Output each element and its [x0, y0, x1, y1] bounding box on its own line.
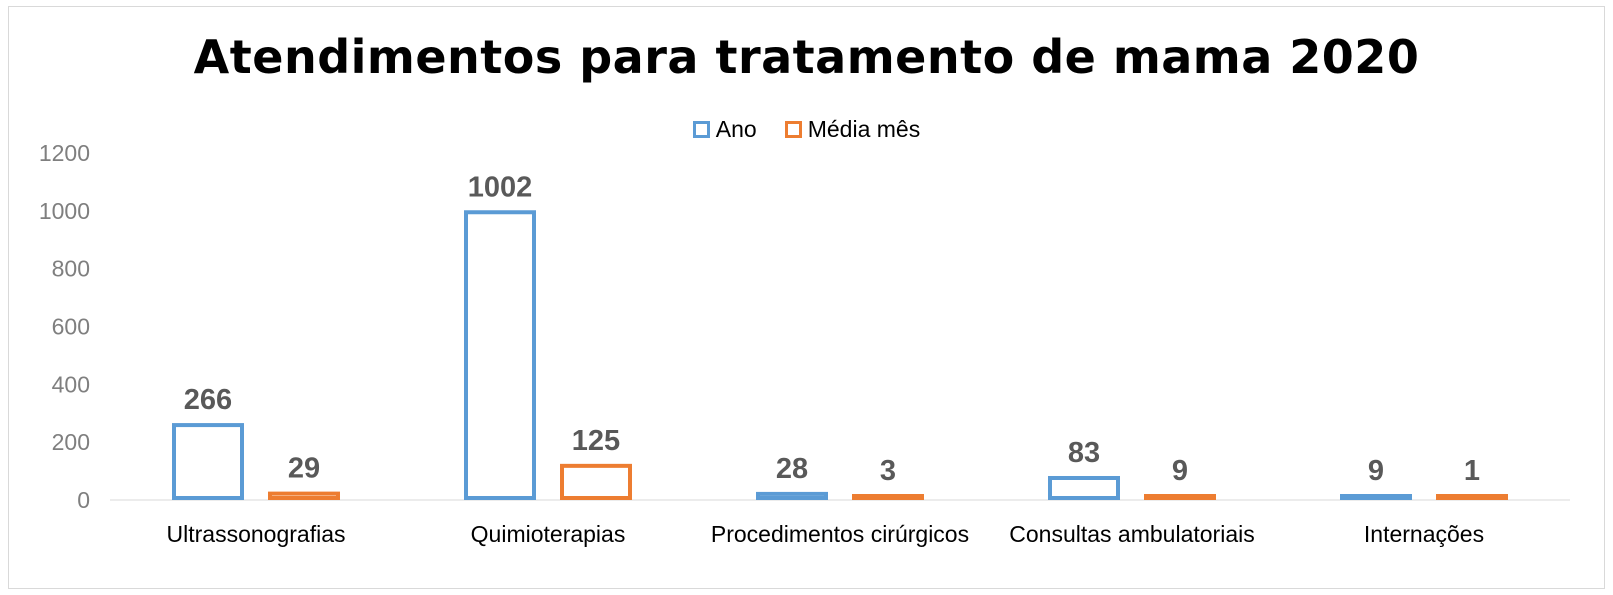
data-label: 3: [880, 455, 896, 487]
legend-item-ano: Ano: [692, 116, 757, 143]
y-tick-label: 1000: [39, 198, 90, 224]
legend-swatch-ano: [692, 121, 710, 138]
chart-title: Atendimentos para tratamento de mama 202…: [193, 30, 1420, 84]
data-label: 29: [288, 453, 320, 485]
bar-ano: [172, 423, 244, 500]
data-label: 28: [776, 453, 808, 485]
data-label: 125: [572, 425, 620, 457]
legend-swatch-media-mes: [784, 121, 802, 138]
bar-media-mes: [1144, 494, 1216, 500]
bar-ano: [756, 491, 828, 500]
bar-media-mes: [1436, 494, 1508, 500]
y-tick-label: 400: [52, 371, 90, 397]
data-label: 83: [1068, 437, 1100, 469]
x-tick-label: Quimioterapias: [471, 521, 626, 547]
legend: Ano Média mês: [0, 116, 1613, 143]
bar-media-mes: [268, 491, 340, 500]
data-label: 1002: [468, 171, 533, 203]
legend-label-media-mes: Média mês: [807, 116, 921, 142]
y-tick-label: 200: [52, 429, 90, 455]
y-tick-label: 800: [52, 256, 90, 282]
bar-media-mes: [560, 463, 632, 500]
bar-ano: [464, 210, 536, 500]
data-label: 266: [184, 384, 232, 416]
data-label: 1: [1464, 455, 1480, 487]
legend-label-ano: Ano: [715, 116, 757, 142]
data-label: 9: [1368, 455, 1384, 487]
data-label: 9: [1172, 455, 1188, 487]
x-tick-label: Internações: [1364, 521, 1484, 547]
legend-item-media-mes: Média mês: [784, 116, 921, 143]
x-tick-label: Procedimentos cirúrgicos: [711, 521, 969, 547]
x-tick-label: Ultrassonografias: [167, 521, 346, 547]
bar-ano: [1048, 475, 1120, 501]
x-tick-label: Consultas ambulatoriais: [1009, 521, 1254, 547]
y-tick-label: 1200: [39, 140, 90, 166]
y-tick-label: 0: [77, 487, 90, 513]
y-tick-label: 600: [52, 314, 90, 340]
bar-media-mes: [852, 494, 924, 500]
bar-ano: [1340, 494, 1412, 500]
